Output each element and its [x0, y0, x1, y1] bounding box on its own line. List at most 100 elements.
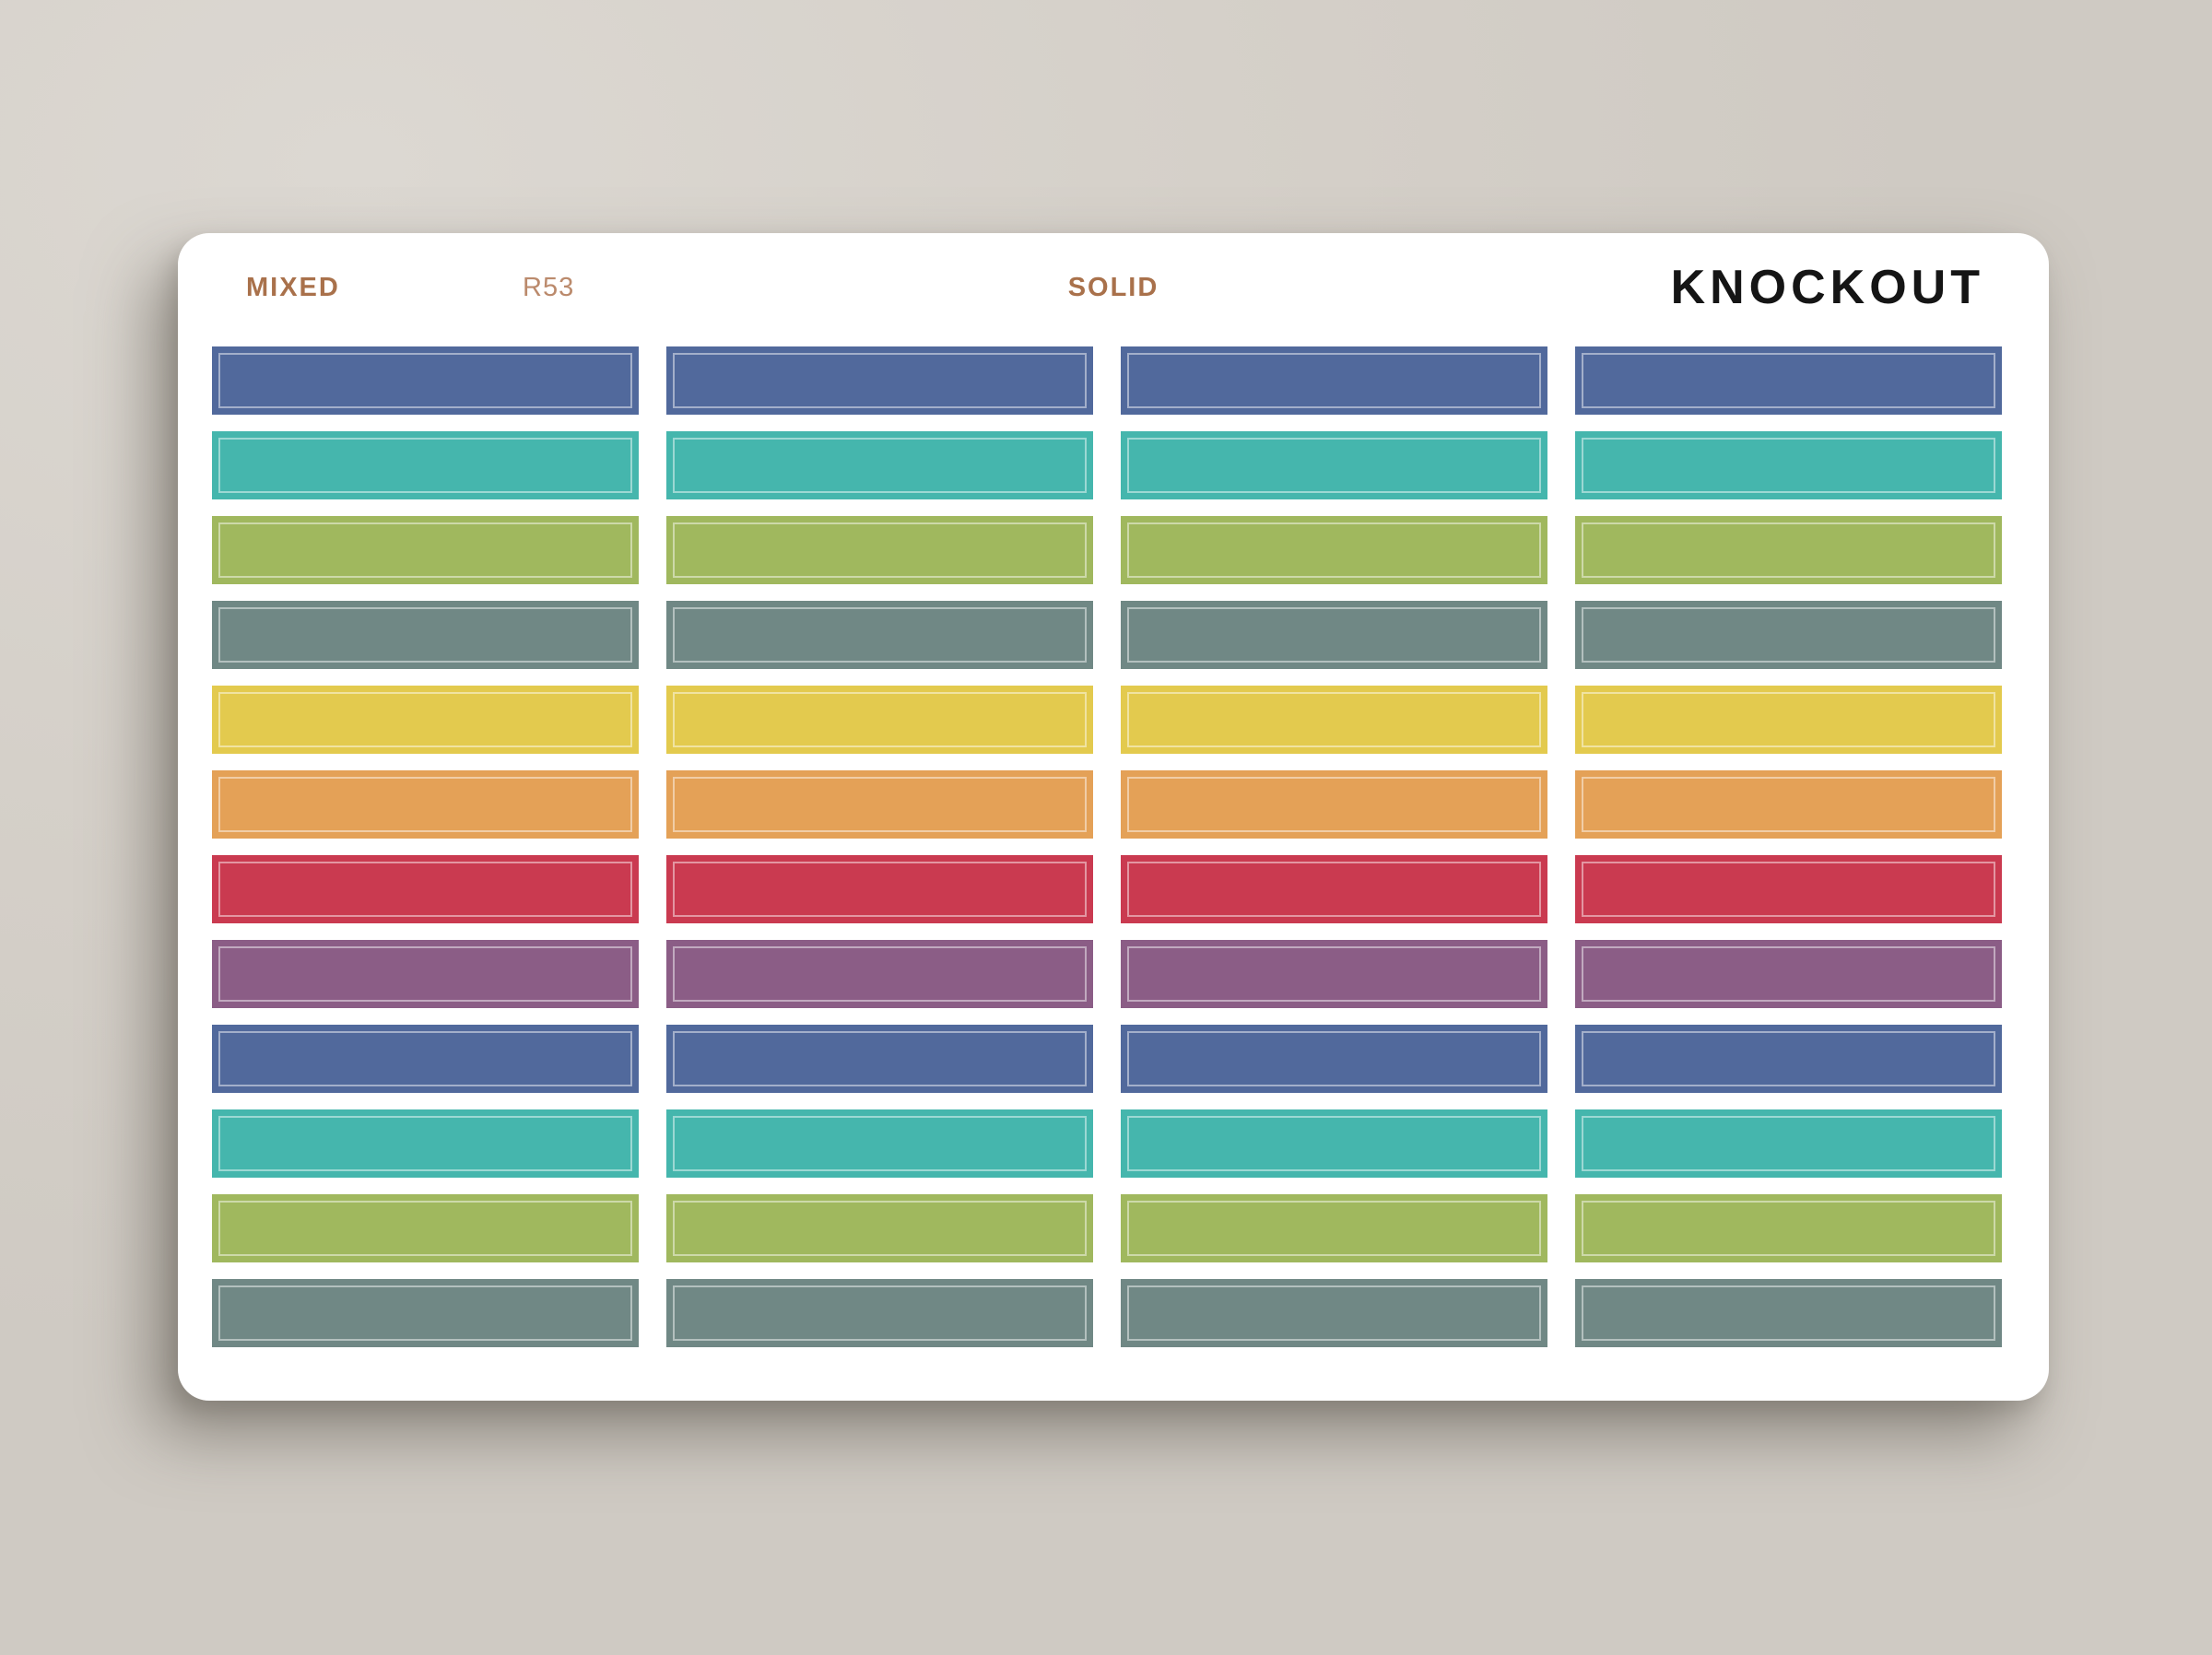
sticker-bar-slate: [1575, 601, 2002, 669]
sticker-bar-orange: [1121, 770, 1547, 839]
sticker-inner-outline: [218, 1116, 632, 1171]
sticker-inner-outline: [218, 353, 632, 408]
sticker-bar-orange: [666, 770, 1093, 839]
sticker-inner-outline: [1582, 522, 1995, 578]
sticker-bar-blue: [212, 346, 639, 415]
sticker-inner-outline: [1582, 607, 1995, 663]
collection-label: MIXED: [246, 273, 340, 302]
sticker-bar-blue: [1121, 1025, 1547, 1093]
sticker-bar-teal: [666, 431, 1093, 499]
sticker-bar-teal: [212, 1109, 639, 1178]
sticker-bar-blue: [1121, 346, 1547, 415]
sticker-inner-outline: [673, 946, 1087, 1002]
sticker-inner-outline: [1127, 692, 1541, 747]
sticker-inner-outline: [1127, 862, 1541, 917]
sticker-bar-orange: [1575, 770, 2002, 839]
sticker-bar-yellow: [666, 686, 1093, 754]
sticker-inner-outline: [1127, 1031, 1541, 1086]
sticker-bar-slate: [666, 1279, 1093, 1347]
sticker-bar-teal: [1575, 431, 2002, 499]
sticker-inner-outline: [1127, 946, 1541, 1002]
sticker-inner-outline: [218, 1201, 632, 1256]
sticker-inner-outline: [1582, 1031, 1995, 1086]
sticker-inner-outline: [673, 353, 1087, 408]
sheet-code-label: R53: [523, 273, 575, 302]
sticker-bar-teal: [1121, 1109, 1547, 1178]
sticker-inner-outline: [673, 1116, 1087, 1171]
sticker-inner-outline: [218, 692, 632, 747]
sticker-bar-slate: [1121, 1279, 1547, 1347]
sticker-inner-outline: [218, 1285, 632, 1341]
sticker-inner-outline: [673, 1031, 1087, 1086]
sticker-inner-outline: [1582, 692, 1995, 747]
sticker-inner-outline: [673, 862, 1087, 917]
sticker-inner-outline: [1582, 353, 1995, 408]
sticker-bar-green: [666, 516, 1093, 584]
sticker-bar-blue: [666, 346, 1093, 415]
sticker-bar-blue: [666, 1025, 1093, 1093]
sticker-bar-green: [666, 1194, 1093, 1262]
sticker-bar-green: [1121, 516, 1547, 584]
sticker-bar-purple: [666, 940, 1093, 1008]
sticker-bar-blue: [1575, 1025, 2002, 1093]
sticker-inner-outline: [1582, 438, 1995, 493]
sticker-inner-outline: [218, 522, 632, 578]
sticker-bar-slate: [1121, 601, 1547, 669]
sticker-bar-yellow: [1575, 686, 2002, 754]
sticker-bar-red: [1575, 855, 2002, 923]
sticker-bar-purple: [212, 940, 639, 1008]
sticker-inner-outline: [1582, 1201, 1995, 1256]
sticker-bar-yellow: [1121, 686, 1547, 754]
sticker-inner-outline: [218, 946, 632, 1002]
sticker-bar-slate: [212, 601, 639, 669]
sticker-inner-outline: [673, 438, 1087, 493]
sticker-bar-orange: [212, 770, 639, 839]
sticker-inner-outline: [673, 607, 1087, 663]
sticker-bar-red: [1121, 855, 1547, 923]
sticker-inner-outline: [1127, 353, 1541, 408]
sticker-bar-purple: [1575, 940, 2002, 1008]
sticker-bar-teal: [1575, 1109, 2002, 1178]
sticker-inner-outline: [1582, 1116, 1995, 1171]
brand-logo-text: KNOCKOUT: [1670, 261, 1984, 314]
sticker-inner-outline: [218, 862, 632, 917]
sticker-inner-outline: [1582, 862, 1995, 917]
sticker-bar-red: [666, 855, 1093, 923]
style-label: SOLID: [1067, 273, 1159, 302]
sticker-bar-green: [1575, 1194, 2002, 1262]
sticker-bar-teal: [1121, 431, 1547, 499]
sticker-inner-outline: [1582, 1285, 1995, 1341]
sticker-bar-teal: [666, 1109, 1093, 1178]
sticker-bar-yellow: [212, 686, 639, 754]
sticker-inner-outline: [218, 438, 632, 493]
sticker-inner-outline: [1127, 1201, 1541, 1256]
sticker-inner-outline: [218, 777, 632, 832]
sticker-inner-outline: [673, 692, 1087, 747]
sticker-bar-blue: [212, 1025, 639, 1093]
sticker-bar-red: [212, 855, 639, 923]
sticker-inner-outline: [218, 1031, 632, 1086]
sticker-grid: [212, 346, 2002, 1347]
sticker-inner-outline: [218, 607, 632, 663]
sticker-bar-slate: [1575, 1279, 2002, 1347]
sticker-bar-slate: [666, 601, 1093, 669]
sticker-inner-outline: [1582, 946, 1995, 1002]
sticker-bar-blue: [1575, 346, 2002, 415]
sticker-inner-outline: [1127, 522, 1541, 578]
sticker-inner-outline: [673, 522, 1087, 578]
sticker-inner-outline: [1127, 1285, 1541, 1341]
sticker-bar-green: [212, 1194, 639, 1262]
sticker-inner-outline: [1127, 777, 1541, 832]
sticker-inner-outline: [1127, 1116, 1541, 1171]
sticker-inner-outline: [673, 1285, 1087, 1341]
sticker-bar-green: [212, 516, 639, 584]
sticker-bar-slate: [212, 1279, 639, 1347]
sticker-inner-outline: [1582, 777, 1995, 832]
sticker-inner-outline: [1127, 607, 1541, 663]
sticker-inner-outline: [1127, 438, 1541, 493]
sticker-inner-outline: [673, 777, 1087, 832]
sticker-bar-green: [1575, 516, 2002, 584]
sticker-bar-purple: [1121, 940, 1547, 1008]
sticker-sheet-card: MIXED R53 SOLID KNOCKOUT: [178, 233, 2049, 1401]
